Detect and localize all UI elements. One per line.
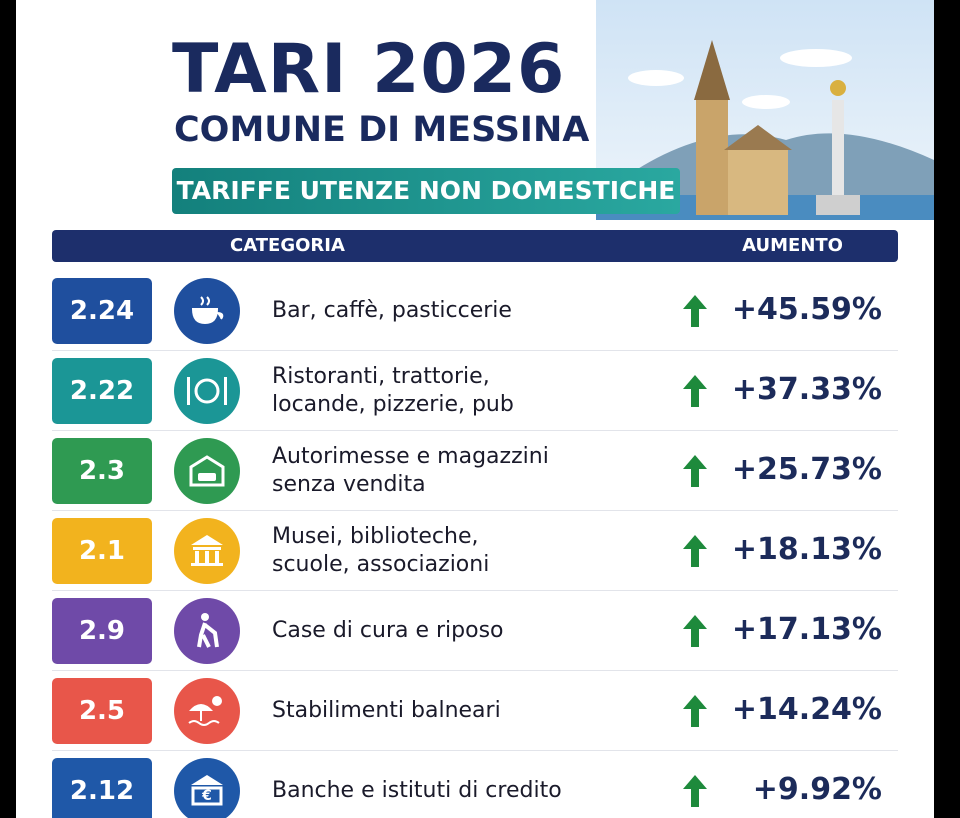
label-line: senza vendita bbox=[272, 472, 426, 497]
table-header: CATEGORIA AUMENTO bbox=[52, 230, 898, 262]
up-arrow bbox=[683, 375, 707, 407]
category-label: Autorimesse e magazzini senza vendita bbox=[272, 443, 549, 499]
increase: +9.92% bbox=[752, 772, 882, 807]
category-label: Ristoranti, trattorie, locande, pizzerie,… bbox=[272, 363, 514, 419]
increase: +18.13% bbox=[731, 532, 882, 567]
category-code: 2.24 bbox=[52, 278, 152, 344]
column-header: AUMENTO bbox=[742, 235, 843, 256]
label-line: Case di cura e riposo bbox=[272, 618, 504, 643]
category-icon bbox=[174, 598, 240, 664]
category-icon: € bbox=[174, 758, 240, 818]
banner: TARIFFE UTENZE NON DOMESTICHE bbox=[172, 168, 680, 214]
increase: +25.73% bbox=[731, 452, 882, 487]
label-line: Autorimesse e magazzini bbox=[272, 444, 549, 469]
category-label: Banche e istituti di credito bbox=[272, 777, 562, 805]
category-icon bbox=[174, 518, 240, 584]
row-divider bbox=[52, 350, 898, 351]
category-code: 2.5 bbox=[52, 678, 152, 744]
increase: +45.59% bbox=[731, 292, 882, 327]
label-line: locande, pizzerie, pub bbox=[272, 392, 514, 417]
category-label: Case di cura e riposo bbox=[272, 617, 504, 645]
row-divider bbox=[52, 590, 898, 591]
label-line: Ristoranti, trattorie, bbox=[272, 364, 490, 389]
category-icon bbox=[174, 358, 240, 424]
increase: +14.24% bbox=[731, 692, 882, 727]
title: TARI 2026 bbox=[172, 30, 566, 109]
column-header: CATEGORIA bbox=[230, 235, 345, 256]
category-label: Musei, biblioteche, scuole, associazioni bbox=[272, 523, 489, 579]
up-arrow bbox=[683, 695, 707, 727]
label-line: Banche e istituti di credito bbox=[272, 778, 562, 803]
category-label: Bar, caffè, pasticcerie bbox=[272, 297, 512, 325]
row-divider bbox=[52, 670, 898, 671]
header-illustration bbox=[596, 0, 934, 220]
row-divider bbox=[52, 430, 898, 431]
category-code: 2.9 bbox=[52, 598, 152, 664]
up-arrow bbox=[683, 535, 707, 567]
category-label: Stabilimenti balneari bbox=[272, 697, 501, 725]
category-code: 2.12 bbox=[52, 758, 152, 818]
category-icon bbox=[174, 678, 240, 744]
up-arrow bbox=[683, 615, 707, 647]
category-icon bbox=[174, 278, 240, 344]
label-line: scuole, associazioni bbox=[272, 552, 490, 577]
category-code: 2.3 bbox=[52, 438, 152, 504]
category-code: 2.1 bbox=[52, 518, 152, 584]
row-divider bbox=[52, 750, 898, 751]
svg-text:€: € bbox=[201, 788, 212, 804]
category-icon bbox=[174, 438, 240, 504]
row-divider bbox=[52, 510, 898, 511]
up-arrow bbox=[683, 455, 707, 487]
label-line: Musei, biblioteche, bbox=[272, 524, 479, 549]
up-arrow bbox=[683, 295, 707, 327]
subtitle: COMUNE DI MESSINA bbox=[174, 110, 590, 150]
label-line: Stabilimenti balneari bbox=[272, 698, 501, 723]
category-code: 2.22 bbox=[52, 358, 152, 424]
up-arrow bbox=[683, 775, 707, 807]
infographic: TARI 2026 COMUNE DI MESSINA TARIFFE UTEN… bbox=[16, 0, 934, 818]
label-line: Bar, caffè, pasticcerie bbox=[272, 298, 512, 323]
increase: +17.13% bbox=[731, 612, 882, 647]
increase: +37.33% bbox=[731, 372, 882, 407]
